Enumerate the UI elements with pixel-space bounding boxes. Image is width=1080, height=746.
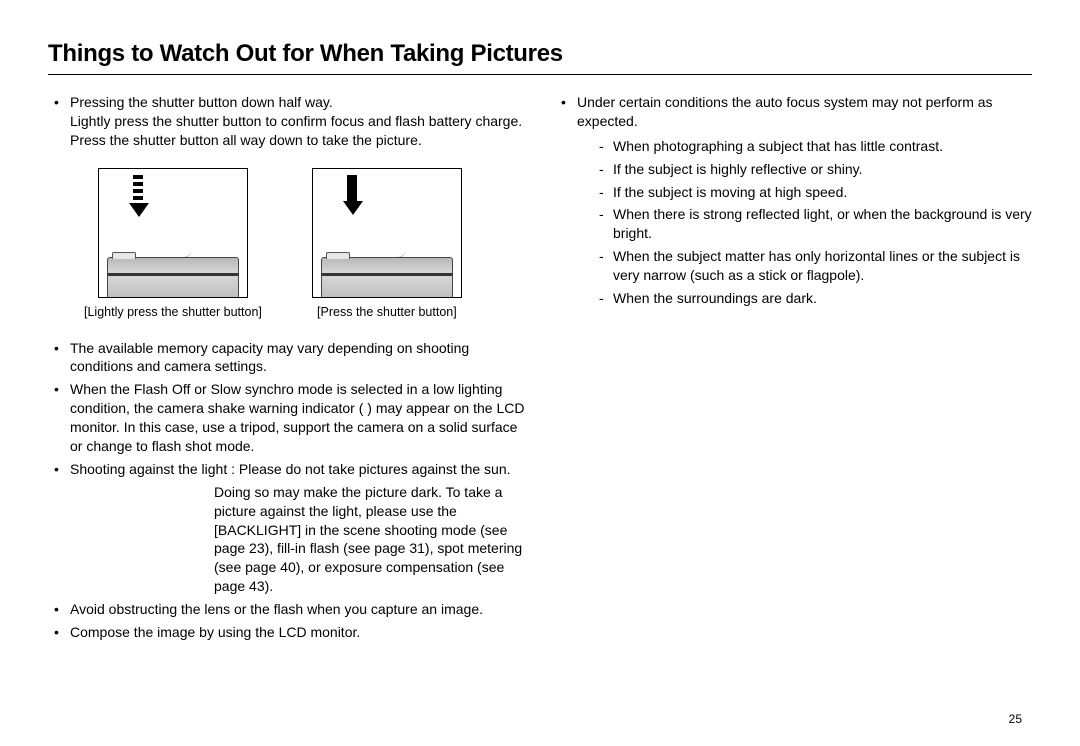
two-column-layout: Pressing the shutter button down half wa… (48, 93, 1032, 646)
bullet-lead: Pressing the shutter button down half wa… (70, 94, 333, 110)
dash-text: When the subject matter has only horizon… (613, 248, 1020, 283)
list-item: Pressing the shutter button down half wa… (48, 93, 525, 150)
list-item: When the surroundings are dark. (599, 289, 1032, 308)
list-item: If the subject is moving at high speed. (599, 183, 1032, 202)
dash-text: If the subject is moving at high speed. (613, 184, 847, 200)
bullet-lead: Shooting against the light : Please do n… (70, 461, 511, 477)
dash-text: When photographing a subject that has li… (613, 138, 943, 154)
camera-body-icon (321, 257, 453, 297)
bullet-text: When the Flash Off or Slow synchro mode … (70, 381, 524, 454)
figure-full-press: [Press the shutter button] (312, 168, 462, 321)
dash-sublist: When photographing a subject that has li… (577, 137, 1032, 308)
bullet-text: Avoid obstructing the lens or the flash … (70, 601, 483, 617)
bullet-text: The available memory capacity may vary d… (70, 340, 469, 375)
figure-light-press: [Lightly press the shutter button] (84, 168, 262, 321)
camera-body-icon (107, 257, 239, 297)
list-item: If the subject is highly reflective or s… (599, 160, 1032, 179)
list-item: When the subject matter has only horizon… (599, 247, 1032, 285)
manual-page: Things to Watch Out for When Taking Pict… (0, 0, 1080, 666)
bullet-text: Compose the image by using the LCD monit… (70, 624, 360, 640)
figure-row: [Lightly press the shutter button] [Pres… (84, 168, 525, 321)
list-item: Avoid obstructing the lens or the flash … (48, 600, 525, 619)
list-item: The available memory capacity may vary d… (48, 339, 525, 377)
camera-illustration (312, 168, 462, 298)
arrow-down-dashed-icon (129, 175, 147, 217)
list-item: Shooting against the light : Please do n… (48, 460, 525, 479)
camera-illustration (98, 168, 248, 298)
list-item: Compose the image by using the LCD monit… (48, 623, 525, 642)
dash-text: When the surroundings are dark. (613, 290, 817, 306)
dash-text: If the subject is highly reflective or s… (613, 161, 863, 177)
list-item: Under certain conditions the auto focus … (555, 93, 1032, 308)
arrow-down-solid-icon (343, 175, 361, 215)
list-item: When photographing a subject that has li… (599, 137, 1032, 156)
figure-caption: [Lightly press the shutter button] (84, 304, 262, 321)
left-bullet-list-cont2: Avoid obstructing the lens or the flash … (48, 600, 525, 642)
bullet-body: Lightly press the shutter button to conf… (70, 112, 525, 150)
list-item: When the Flash Off or Slow synchro mode … (48, 380, 525, 456)
title-rule (48, 74, 1032, 75)
dash-text: When there is strong reflected light, or… (613, 206, 1032, 241)
list-item: When there is strong reflected light, or… (599, 205, 1032, 243)
page-number: 25 (1009, 712, 1022, 726)
page-title: Things to Watch Out for When Taking Pict… (48, 40, 1032, 68)
hanging-indent-body: Doing so may make the picture dark. To t… (214, 483, 525, 596)
right-column: Under certain conditions the auto focus … (555, 93, 1032, 646)
figure-caption: [Press the shutter button] (317, 304, 457, 321)
bullet-text: Under certain conditions the auto focus … (577, 94, 993, 129)
left-column: Pressing the shutter button down half wa… (48, 93, 525, 646)
right-bullet-list: Under certain conditions the auto focus … (555, 93, 1032, 308)
left-bullet-list: Pressing the shutter button down half wa… (48, 93, 525, 150)
left-bullet-list-cont: The available memory capacity may vary d… (48, 339, 525, 479)
